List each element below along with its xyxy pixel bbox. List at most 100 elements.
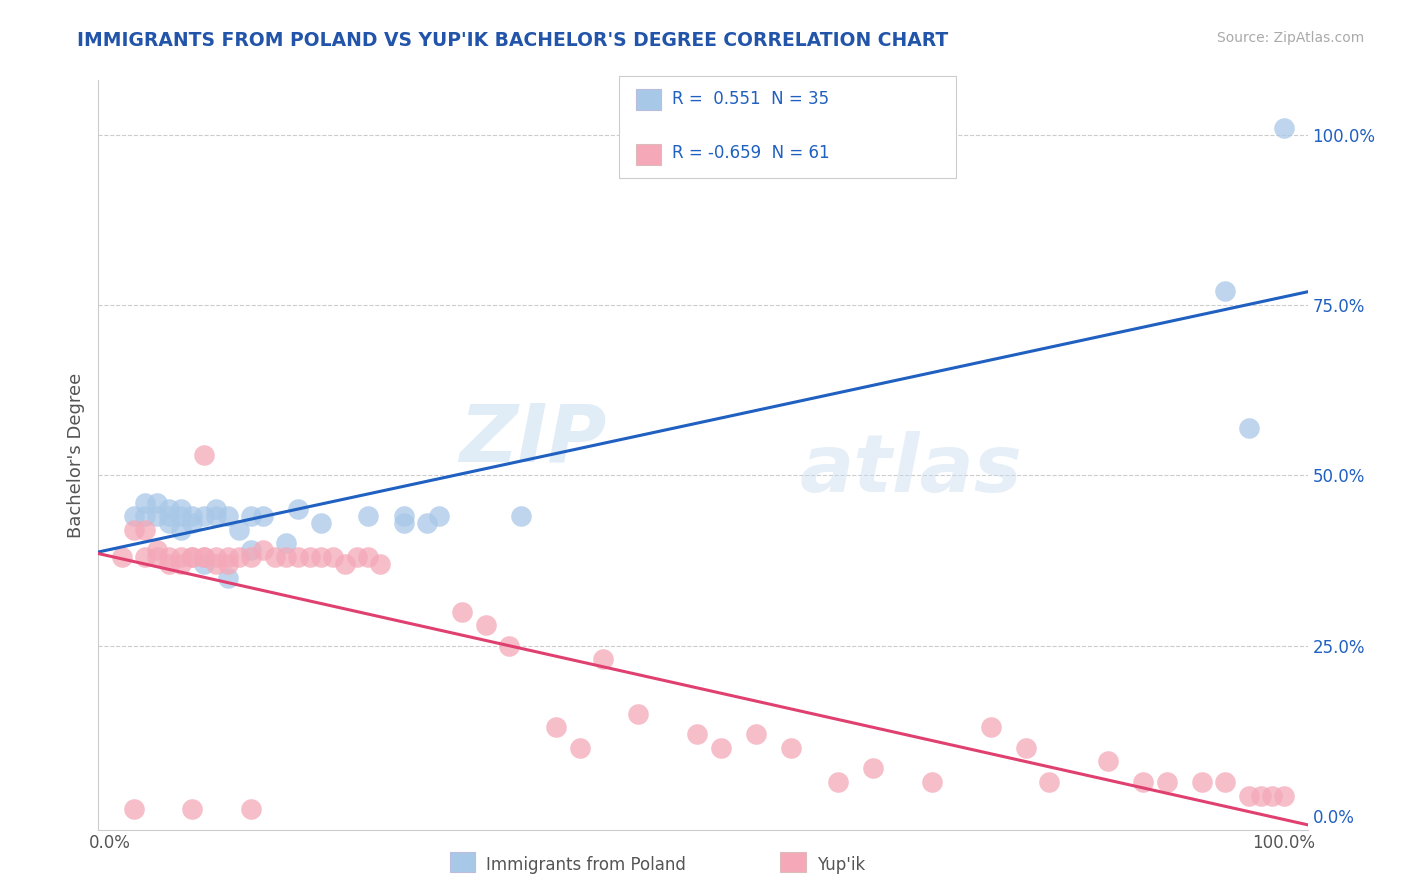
Point: [169, 523, 191, 537]
Point: [498, 639, 520, 653]
Point: [193, 550, 215, 565]
Point: [217, 509, 239, 524]
Point: [240, 550, 263, 565]
Text: Immigrants from Poland: Immigrants from Poland: [486, 856, 686, 874]
Point: [217, 570, 239, 584]
Point: [322, 550, 344, 565]
Point: [368, 557, 391, 571]
Point: [181, 550, 204, 565]
Point: [204, 550, 226, 565]
Point: [134, 523, 156, 537]
Point: [311, 516, 333, 530]
Point: [1250, 789, 1272, 803]
Point: [228, 550, 250, 565]
Point: [252, 509, 274, 524]
Point: [745, 727, 768, 741]
Point: [146, 543, 169, 558]
Point: [204, 502, 226, 516]
Point: [204, 557, 226, 571]
Point: [686, 727, 709, 741]
Point: [710, 740, 733, 755]
Point: [181, 509, 204, 524]
Point: [568, 740, 591, 755]
Text: IMMIGRANTS FROM POLAND VS YUP'IK BACHELOR'S DEGREE CORRELATION CHART: IMMIGRANTS FROM POLAND VS YUP'IK BACHELO…: [77, 31, 949, 50]
Point: [146, 550, 169, 565]
Point: [263, 550, 285, 565]
Point: [193, 448, 215, 462]
Point: [1097, 755, 1119, 769]
Point: [592, 652, 614, 666]
Point: [1237, 789, 1260, 803]
Point: [1156, 775, 1178, 789]
Point: [921, 775, 943, 789]
Point: [169, 557, 191, 571]
Y-axis label: Bachelor's Degree: Bachelor's Degree: [66, 372, 84, 538]
Point: [169, 502, 191, 516]
Point: [204, 509, 226, 524]
Point: [122, 523, 145, 537]
Point: [475, 618, 498, 632]
Point: [392, 516, 415, 530]
Point: [546, 720, 568, 734]
Text: Source: ZipAtlas.com: Source: ZipAtlas.com: [1216, 31, 1364, 45]
Point: [346, 550, 368, 565]
Point: [451, 605, 474, 619]
Point: [157, 509, 180, 524]
Text: Yup'ik: Yup'ik: [817, 856, 865, 874]
Point: [276, 536, 298, 550]
Point: [311, 550, 333, 565]
Point: [240, 509, 263, 524]
Point: [146, 509, 169, 524]
Point: [193, 509, 215, 524]
Point: [157, 550, 180, 565]
Point: [827, 775, 849, 789]
Point: [298, 550, 321, 565]
Point: [134, 550, 156, 565]
Point: [240, 543, 263, 558]
Point: [333, 557, 356, 571]
Point: [627, 706, 650, 721]
Point: [1261, 789, 1284, 803]
Point: [1272, 789, 1295, 803]
Text: R =  0.551  N = 35: R = 0.551 N = 35: [672, 90, 830, 108]
Point: [134, 509, 156, 524]
Point: [980, 720, 1002, 734]
Point: [169, 509, 191, 524]
Point: [427, 509, 450, 524]
Point: [122, 802, 145, 816]
Point: [122, 509, 145, 524]
Point: [1015, 740, 1038, 755]
Point: [1191, 775, 1213, 789]
Point: [181, 802, 204, 816]
Text: ZIP: ZIP: [458, 401, 606, 479]
Point: [217, 550, 239, 565]
Point: [1272, 120, 1295, 135]
Point: [134, 495, 156, 509]
Point: [193, 550, 215, 565]
Point: [287, 550, 309, 565]
Point: [276, 550, 298, 565]
Point: [181, 550, 204, 565]
Point: [157, 557, 180, 571]
Point: [228, 523, 250, 537]
Text: atlas: atlas: [800, 431, 1022, 509]
Point: [252, 543, 274, 558]
Point: [357, 550, 380, 565]
Point: [157, 502, 180, 516]
Point: [780, 740, 803, 755]
Text: R = -0.659  N = 61: R = -0.659 N = 61: [672, 145, 830, 162]
Point: [510, 509, 533, 524]
Point: [1215, 285, 1237, 299]
Point: [1132, 775, 1154, 789]
Point: [1215, 775, 1237, 789]
Point: [416, 516, 439, 530]
Point: [169, 550, 191, 565]
Point: [240, 802, 263, 816]
Point: [287, 502, 309, 516]
Point: [862, 761, 884, 775]
Point: [392, 509, 415, 524]
Point: [111, 550, 134, 565]
Point: [217, 557, 239, 571]
Point: [181, 516, 204, 530]
Point: [357, 509, 380, 524]
